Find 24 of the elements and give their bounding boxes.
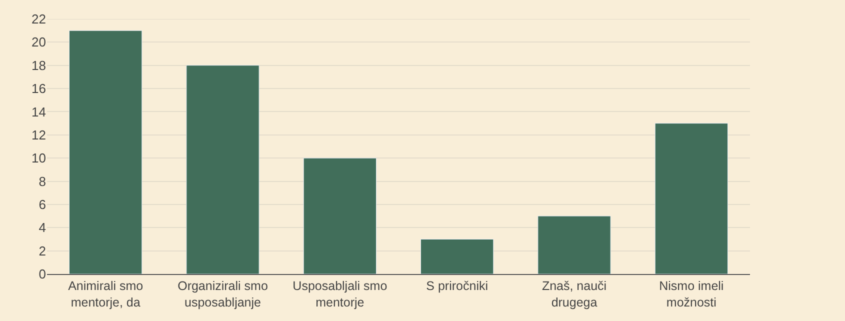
x-tick-label: Usposabljali smo mentorje: [292, 279, 388, 310]
bar: [654, 123, 728, 274]
y-tick-label: 20: [32, 34, 46, 50]
bar: [69, 30, 142, 274]
bar: [303, 158, 376, 274]
y-tick-label: 0: [38, 266, 46, 282]
x-tick-label: Znaš, nauči drugega: [542, 279, 607, 310]
x-tick-label: Nismo imeli možnosti: [659, 279, 724, 310]
bar: [186, 65, 260, 274]
x-tick-label: Animirali smo mentorje, da: [68, 279, 144, 310]
x-tick-label: S priročniki: [426, 279, 488, 293]
y-tick-label: 6: [38, 197, 46, 212]
y-tick-label: 14: [32, 104, 46, 120]
y-tick-label: 12: [32, 127, 46, 142]
y-tick-label: 22: [32, 12, 46, 27]
y-tick-label: 10: [32, 150, 46, 166]
y-tick-label: 18: [32, 58, 46, 73]
y-tick-label: 16: [32, 81, 46, 96]
x-tick-label: Organizirali smo usposabljanje: [178, 279, 268, 310]
y-tick-label: 4: [38, 220, 46, 236]
y-tick-label: 8: [38, 174, 46, 189]
bar: [420, 238, 494, 274]
bar: [538, 216, 611, 274]
y-tick-label: 2: [38, 243, 46, 258]
